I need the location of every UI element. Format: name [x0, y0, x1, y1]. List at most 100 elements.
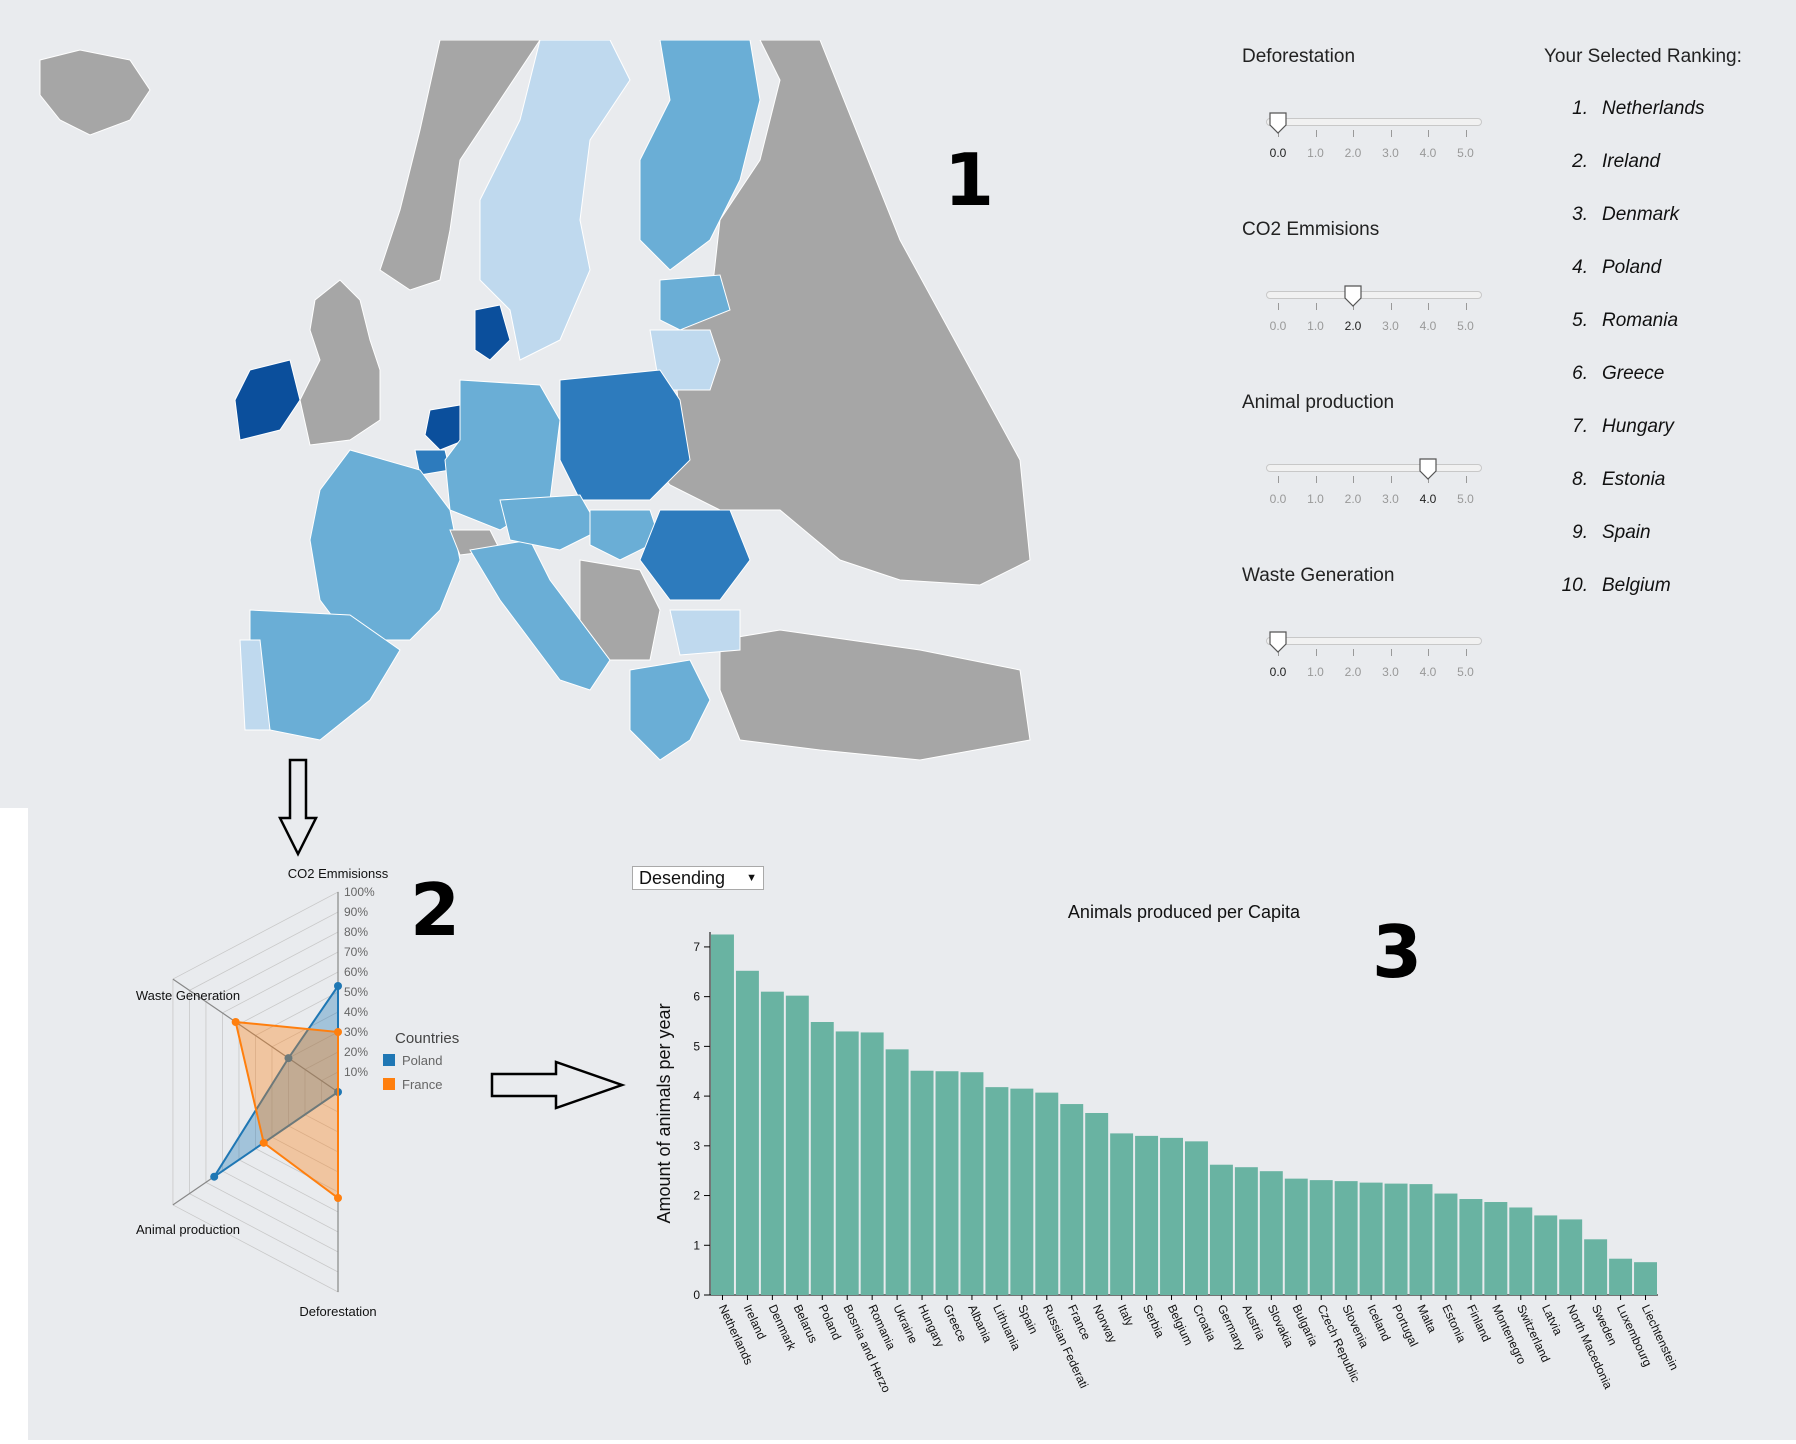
slider-thumb[interactable] [1419, 458, 1437, 480]
slider-tick [1390, 303, 1392, 310]
ranking-country: Poland [1602, 257, 1662, 278]
map-region-france[interactable] [309, 449, 461, 641]
map-region-sweden[interactable] [479, 40, 631, 361]
ranking-item: 2. Ireland [1544, 151, 1796, 204]
map-region-italy[interactable] [469, 539, 611, 691]
slider-block: CO2 Emmisions 0.0 1.0 2.0 3.0 4.0 5.0 [1242, 219, 1482, 333]
radar-ring-label: 100% [344, 885, 375, 899]
ranking-country: Ireland [1602, 151, 1661, 172]
slider-tick [1353, 130, 1354, 137]
ranking-number: 5. [1572, 310, 1588, 331]
map-region-netherlands[interactable] [424, 404, 466, 451]
radar-area-france [234, 1020, 339, 1200]
slider-tick-label: 1.0 [1307, 492, 1324, 506]
ranking-country: Hungary [1602, 416, 1674, 437]
weight-slider[interactable]: 0.0 1.0 2.0 3.0 4.0 5.0 [1242, 241, 1482, 333]
slider-tick-label: 4.0 [1419, 665, 1437, 679]
bar [960, 1072, 984, 1295]
map-region-iceland[interactable] [39, 49, 151, 136]
slider-tick-label: 5.0 [1457, 146, 1474, 160]
slider-tick [1278, 303, 1279, 310]
bar [1185, 1141, 1208, 1295]
y-tick-label: 2 [693, 1189, 700, 1203]
y-axis-label: Amount of animals per year [654, 1003, 674, 1223]
slider-tick-label: 0.0 [1269, 319, 1287, 333]
bar [711, 934, 734, 1295]
slider-tick-label: 3.0 [1382, 146, 1399, 160]
sort-order-dropdown[interactable]: Desending ▼ [632, 866, 764, 890]
map-region-baltics[interactable] [659, 274, 731, 331]
slider-title: Deforestation [1242, 46, 1356, 67]
ranking-item: 5. Romania [1544, 310, 1796, 363]
legend-label: France [402, 1077, 442, 1092]
weight-slider[interactable]: 0.0 1.0 2.0 3.0 4.0 5.0 [1242, 68, 1482, 160]
y-tick-label: 6 [693, 990, 700, 1004]
europe-map[interactable] [20, 40, 1040, 800]
slider-thumb[interactable] [1269, 112, 1287, 134]
slider-tick-label: 2.0 [1344, 492, 1362, 506]
bar [1284, 1178, 1308, 1295]
slider-tick-label: 0.0 [1269, 492, 1287, 506]
map-region-poland[interactable] [559, 369, 691, 501]
ranking-item: 1. Netherlands [1544, 98, 1796, 151]
ranking-number: 10. [1561, 575, 1588, 596]
radar-axis-label: Deforestation [299, 1304, 376, 1319]
map-region-hungary[interactable] [589, 509, 661, 561]
slider-block: Deforestation 0.0 1.0 2.0 3.0 4.0 5.0 [1242, 46, 1482, 160]
slider-thumb[interactable] [1344, 285, 1362, 307]
right-arrow-icon [490, 1060, 626, 1110]
radar-point [334, 1194, 342, 1202]
bar [1584, 1239, 1608, 1295]
slider-thumb[interactable] [1269, 631, 1287, 653]
ranking-number: 1. [1572, 98, 1588, 119]
ranking-country: Spain [1602, 522, 1651, 543]
slider-track[interactable] [1266, 291, 1482, 299]
map-region-balkans[interactable] [579, 559, 661, 661]
map-region-finland[interactable] [639, 40, 761, 271]
map-region-bulgaria[interactable] [669, 609, 741, 656]
slider-tick [1465, 303, 1467, 310]
ranking-number: 7. [1572, 416, 1588, 437]
slider-tick-label: 1.0 [1307, 146, 1324, 160]
bar [735, 970, 759, 1295]
slider-tick-label: 4.0 [1419, 146, 1437, 160]
slider-track[interactable] [1266, 637, 1482, 645]
slider-tick-label: 4.0 [1419, 492, 1437, 506]
map-region-germany[interactable] [444, 379, 561, 531]
y-tick-label: 5 [693, 1039, 700, 1053]
weight-slider[interactable]: 0.0 1.0 2.0 3.0 4.0 5.0 [1242, 587, 1482, 679]
map-region-denmark[interactable] [474, 304, 511, 361]
slider-tick-label: 1.0 [1307, 665, 1324, 679]
ranking-number: 6. [1572, 363, 1588, 384]
map-region-ireland[interactable] [234, 359, 301, 441]
weight-slider[interactable]: 0.0 1.0 2.0 3.0 4.0 5.0 [1242, 414, 1482, 506]
radar-ring-label: 40% [344, 1005, 368, 1019]
slider-tick-label: 2.0 [1344, 146, 1362, 160]
slider-track[interactable] [1266, 118, 1482, 126]
bar [1209, 1164, 1233, 1295]
map-region-russia-belarus-ukraine[interactable] [649, 40, 1031, 586]
ranking-country: Belgium [1602, 575, 1671, 596]
white-margin-bottom [0, 1440, 1796, 1444]
map-region-czechia-austria[interactable] [499, 494, 601, 551]
radar-ring-label: 10% [344, 1065, 368, 1079]
radar-ring-label: 90% [344, 905, 368, 919]
slider-tick [1428, 476, 1429, 483]
map-region-portugal[interactable] [239, 639, 271, 731]
slider-tick-label: 3.0 [1382, 492, 1399, 506]
map-region-uk[interactable] [299, 279, 381, 446]
map-region-turkey[interactable] [719, 629, 1031, 761]
bar [1234, 1167, 1258, 1295]
y-tick-label: 4 [693, 1089, 700, 1103]
ranking-number: 9. [1572, 522, 1588, 543]
map-region-norway[interactable] [379, 40, 541, 291]
map-region-romania[interactable] [639, 509, 751, 601]
slider-track[interactable] [1266, 464, 1482, 472]
ranking-item: 4. Poland [1544, 257, 1796, 310]
bar [1010, 1088, 1034, 1295]
bar [1434, 1193, 1458, 1295]
y-tick-label: 3 [693, 1139, 700, 1153]
bar [1334, 1181, 1358, 1295]
map-region-greece[interactable] [629, 659, 711, 761]
y-tick-label: 0 [693, 1288, 700, 1302]
